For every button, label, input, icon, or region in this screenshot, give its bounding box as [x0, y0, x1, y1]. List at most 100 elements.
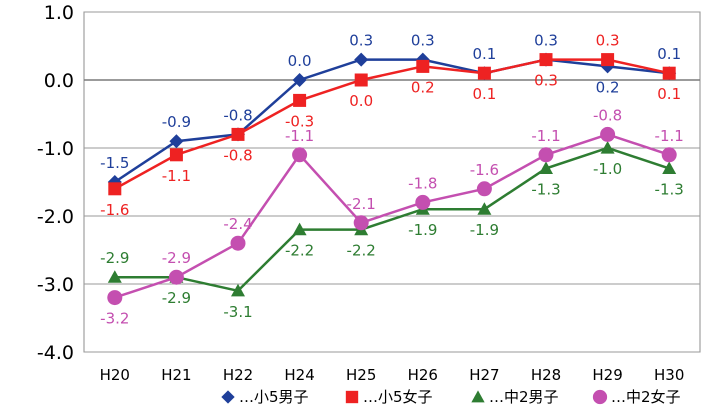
y-tick-label: 0.0 [44, 70, 74, 92]
data-label: -2.9 [162, 249, 191, 267]
y-tick-label: 1.0 [44, 2, 74, 24]
data-labels: -1.5 -0.9 -0.8 0.0 0.3 0.3 0.1 0.3 0.2 0.1 -1.6 -1.… [100, 32, 684, 328]
x-tick-label: H22 [223, 366, 253, 384]
data-point [477, 202, 492, 215]
data-label: -0.8 [223, 106, 252, 124]
series-3 [107, 141, 677, 297]
data-label: -1.1 [655, 127, 684, 145]
data-label: -1.3 [655, 180, 684, 198]
gridlines [83, 11, 701, 353]
data-label: -2.9 [162, 289, 191, 307]
data-point [539, 161, 553, 174]
data-label: -1.1 [285, 127, 314, 145]
data-label: 0.3 [534, 32, 558, 50]
data-point [108, 182, 122, 196]
data-point [592, 389, 608, 405]
legend: …小5男子 …小5女子 …中2男子 …中2女子 [221, 388, 681, 406]
series-line [114, 146, 670, 293]
data-point [662, 66, 676, 80]
data-point [168, 269, 184, 285]
data-label: 0.2 [411, 78, 435, 96]
series-line [114, 58, 670, 184]
data-point [231, 127, 245, 141]
data-point [292, 73, 307, 87]
x-tick-label: H20 [100, 366, 130, 384]
data-label: -1.1 [531, 127, 560, 145]
data-label: 0.0 [349, 92, 373, 110]
x-tick-label: H24 [284, 366, 314, 384]
x-tick-label: H26 [408, 366, 438, 384]
data-label: -2.9 [100, 249, 129, 267]
x-tick-label: H21 [161, 366, 191, 384]
x-tick-label: H29 [592, 366, 622, 384]
series-line [114, 58, 670, 190]
legend-label: …中2女子 [611, 388, 681, 406]
data-label: -3.1 [223, 303, 252, 321]
data-label: 0.2 [596, 78, 620, 96]
x-tick-label: H28 [531, 366, 561, 384]
data-point [600, 126, 616, 142]
data-point [538, 147, 554, 163]
data-label: 0.3 [534, 72, 558, 90]
x-tick-label: H25 [346, 366, 376, 384]
data-point [230, 235, 246, 251]
data-point [601, 53, 615, 67]
data-point [354, 52, 369, 67]
data-label: 0.3 [411, 32, 435, 50]
data-label: -1.9 [470, 221, 499, 239]
data-label: -0.8 [593, 106, 622, 124]
x-tick-label: H30 [654, 366, 684, 384]
data-label: -1.6 [100, 201, 129, 219]
data-label: -0.8 [223, 146, 252, 164]
data-label: -1.3 [531, 180, 560, 198]
data-label: -3.2 [100, 310, 129, 328]
y-tick-label: -3.0 [37, 274, 74, 296]
data-label: -0.9 [162, 113, 191, 131]
legend-label: …小5男子 [239, 388, 309, 406]
data-point [662, 161, 677, 174]
data-point [107, 290, 123, 306]
data-point [415, 194, 431, 210]
data-point [353, 215, 369, 231]
y-axis: 1.0 0.0 -1.0 -2.0 -3.0 -4.0 [37, 2, 74, 364]
legend-item: …中2女子 [592, 388, 681, 406]
data-point [477, 66, 491, 80]
data-point [471, 390, 485, 403]
data-label: -0.3 [285, 112, 314, 130]
data-point [221, 390, 235, 404]
data-point [600, 141, 615, 154]
data-label: 0.1 [472, 85, 496, 103]
x-tick-label: H27 [469, 366, 499, 384]
data-label: -2.1 [347, 195, 376, 213]
data-label: 0.1 [657, 85, 681, 103]
x-axis: H20 H21 H22 H24 H25 H26 H27 H28 H29 H30 [100, 366, 685, 384]
data-point [345, 390, 359, 404]
y-tick-label: -1.0 [37, 138, 74, 160]
data-label: 0.3 [349, 32, 373, 50]
data-label: -1.9 [408, 221, 437, 239]
data-label: 0.1 [472, 45, 496, 63]
data-point [292, 147, 308, 163]
data-label: -1.8 [408, 174, 437, 192]
data-point [539, 53, 553, 67]
data-label: -2.2 [347, 242, 376, 260]
data-point [354, 73, 368, 87]
data-label: -1.0 [593, 160, 622, 178]
data-point [292, 222, 307, 236]
series-group [107, 52, 677, 306]
data-label: 0.3 [596, 32, 620, 50]
data-point [293, 93, 307, 107]
data-point [476, 181, 492, 197]
legend-item: …小5女子 [345, 388, 433, 406]
y-tick-label: -4.0 [37, 342, 74, 364]
legend-item: …小5男子 [221, 388, 309, 406]
series-4 [107, 126, 677, 306]
series-2 [108, 53, 676, 196]
data-point [416, 59, 430, 73]
data-point [169, 134, 184, 149]
data-label: 0.0 [288, 52, 312, 70]
data-point [169, 148, 183, 162]
data-label: 0.1 [657, 45, 681, 63]
data-label: -2.2 [285, 242, 314, 260]
